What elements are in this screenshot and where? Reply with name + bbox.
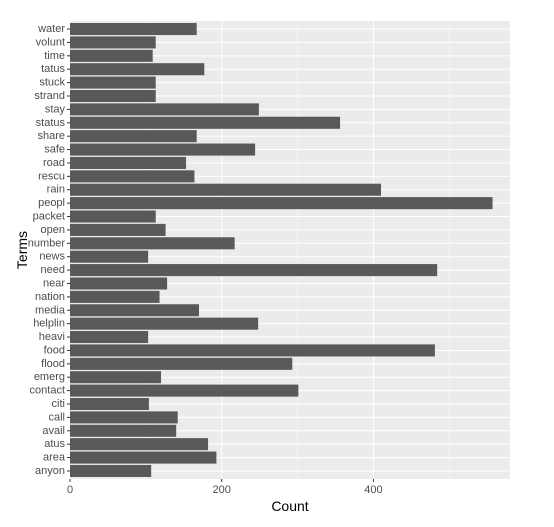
bar-near xyxy=(70,277,168,290)
bar-citi xyxy=(70,397,149,411)
bar-stuck xyxy=(70,76,156,89)
bar-food xyxy=(70,344,435,357)
y-tick-label: safe xyxy=(44,144,65,156)
y-axis-title: Terms xyxy=(14,231,30,269)
y-tick-label: avail xyxy=(42,425,65,437)
bar-number xyxy=(70,237,235,250)
y-tick-label: rescu xyxy=(38,170,65,182)
y-tick-label: packet xyxy=(33,211,65,223)
bar-stay xyxy=(70,103,259,116)
y-tick-label: near xyxy=(43,277,65,289)
y-tick-label: news xyxy=(39,251,65,263)
y-tick-label: helplin xyxy=(33,318,65,330)
bar-time xyxy=(70,49,153,62)
y-tick-label: nation xyxy=(35,291,65,303)
y-tick-label: area xyxy=(43,452,66,464)
y-tick-label: heavi xyxy=(39,331,65,343)
x-axis: 0 200 400 xyxy=(67,479,383,496)
bar-call xyxy=(70,411,178,424)
bar-road xyxy=(70,156,187,169)
bar-area xyxy=(70,451,217,464)
bar-strand xyxy=(70,89,156,103)
bar-rescu xyxy=(70,170,195,183)
bar-packet xyxy=(70,210,156,223)
bar-media xyxy=(70,304,199,317)
bar-safe xyxy=(70,143,256,156)
y-tick-label: share xyxy=(37,130,65,142)
bar-helplin xyxy=(70,317,259,330)
y-tick-label: atus xyxy=(44,438,65,450)
bar-share xyxy=(70,130,197,143)
bar-need xyxy=(70,264,438,277)
bar-contact xyxy=(70,384,299,397)
bar-status xyxy=(70,116,341,129)
y-tick-label: stuck xyxy=(39,77,65,89)
bar-avail xyxy=(70,424,177,437)
bar-volunt xyxy=(70,36,156,49)
y-tick-label: anyon xyxy=(35,465,65,477)
bar-water xyxy=(70,23,197,36)
y-tick-label: rain xyxy=(47,184,65,196)
y-tick-label: contact xyxy=(30,385,65,397)
y-tick-label: flood xyxy=(41,358,65,370)
y-tick-label: emerg xyxy=(34,371,65,383)
y-tick-label: time xyxy=(44,50,65,62)
x-tick-label: 200 xyxy=(213,484,231,496)
y-tick-label: stay xyxy=(45,103,66,115)
bar-rain xyxy=(70,183,382,196)
bar-news xyxy=(70,250,149,263)
y-tick-label: strand xyxy=(34,90,65,102)
y-tick-label: citi xyxy=(52,398,65,410)
y-tick-label: volunt xyxy=(36,36,65,48)
bar-nation xyxy=(70,290,160,303)
x-tick-label: 400 xyxy=(364,484,382,496)
y-tick-label: status xyxy=(36,117,66,129)
bar-emerg xyxy=(70,371,162,384)
bar-atus xyxy=(70,438,209,451)
y-tick-label: water xyxy=(37,23,65,35)
bars xyxy=(70,23,493,477)
y-tick-label: peopl xyxy=(38,197,65,209)
y-tick-label: open xyxy=(41,224,65,236)
y-tick-label: need xyxy=(41,264,65,276)
y-tick-label: road xyxy=(43,157,65,169)
bar-open xyxy=(70,223,166,236)
bar-tatus xyxy=(70,63,205,76)
x-tick-label: 0 xyxy=(67,484,73,496)
bar-anyon xyxy=(70,464,152,477)
y-tick-label: food xyxy=(44,344,65,356)
plot-panel xyxy=(70,21,510,479)
y-tick-label: number xyxy=(28,237,66,249)
y-tick-label: tatus xyxy=(41,63,65,75)
y-tick-label: call xyxy=(48,411,65,423)
bar-flood xyxy=(70,357,293,370)
bar-peopl xyxy=(70,197,493,210)
bar-heavi xyxy=(70,331,149,344)
x-axis-title: Count xyxy=(271,498,308,514)
y-tick-label: media xyxy=(35,304,66,316)
